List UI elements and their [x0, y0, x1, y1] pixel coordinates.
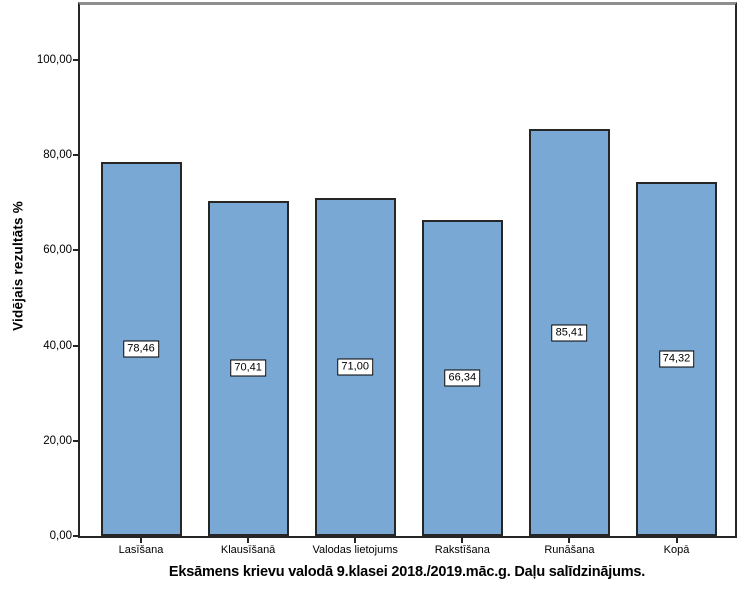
- bar-value-label: 85,41: [551, 324, 588, 342]
- x-axis-tick: [675, 538, 678, 543]
- x-axis-category-label: Klausīšanā: [220, 544, 276, 556]
- bar-value-label: 70,41: [230, 359, 266, 377]
- y-axis-tick-label: 80,00: [43, 149, 72, 161]
- x-axis-tick: [568, 538, 571, 543]
- bar-value-label: 78,46: [123, 340, 159, 358]
- y-axis-tick-label: 40,00: [43, 339, 72, 352]
- plot-area: [78, 2, 737, 538]
- bar-value-label: 66,34: [444, 369, 481, 387]
- y-axis-tick: [73, 154, 80, 156]
- bar-value-label: 71,00: [337, 358, 373, 376]
- y-axis-title: Vidējais rezultāts %: [10, 201, 26, 331]
- y-axis-tick: [73, 58, 80, 61]
- x-axis-tick: [140, 538, 142, 543]
- bar-value-label: 74,32: [658, 350, 695, 368]
- y-axis-tick-label: 0,00: [49, 530, 72, 542]
- y-axis-tick: [73, 535, 80, 537]
- y-axis-tick: [73, 249, 80, 252]
- x-axis-tick: [354, 538, 357, 543]
- y-axis-tick-label: 60,00: [43, 244, 72, 257]
- x-axis-category-label: Rakstīšana: [434, 544, 490, 556]
- x-axis-category-label: Runāšana: [544, 544, 595, 556]
- chart-title: Eksāmens krievu valodā 9.klasei 2018./20…: [168, 564, 646, 580]
- y-axis-tick: [73, 439, 80, 442]
- y-axis-tick: [73, 344, 80, 347]
- x-axis-tick: [461, 538, 464, 543]
- y-axis-tick-label: 20,00: [43, 434, 72, 447]
- y-axis-tick-label: 100,00: [36, 53, 72, 66]
- x-axis-category-label: Valodas lietojums: [312, 544, 398, 556]
- x-axis-tick: [247, 538, 250, 543]
- x-axis-category-label: Lasīšana: [118, 544, 164, 556]
- x-axis-category-label: Kopā: [663, 544, 690, 556]
